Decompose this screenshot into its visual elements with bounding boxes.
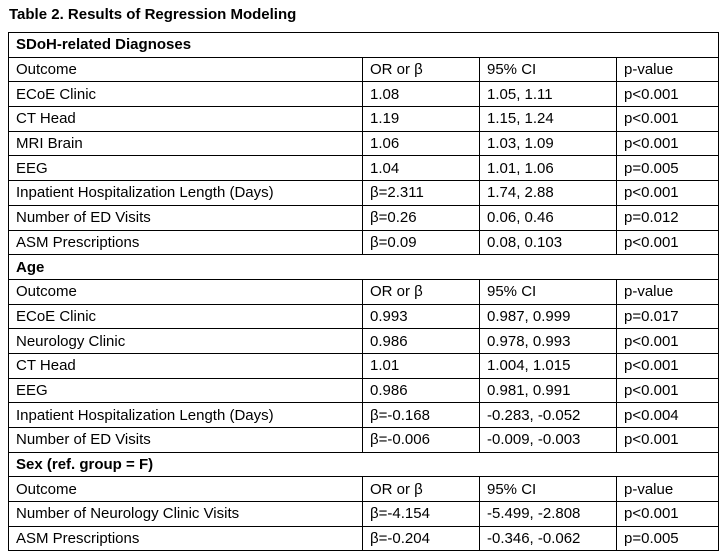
cell: 1.01 xyxy=(362,352,480,379)
cell: Number of Neurology Clinic Visits xyxy=(8,501,363,527)
cell: p<0.001 xyxy=(615,130,720,157)
cell: 0.987, 0.999 xyxy=(479,303,617,330)
data-row: EEG 1.04 1.01, 1.06 p=0.005 xyxy=(8,155,720,182)
cell: β=0.26 xyxy=(362,204,480,231)
cell: p<0.001 xyxy=(615,328,720,354)
data-row: Number of Neurology Clinic Visits β=-4.15… xyxy=(8,501,720,527)
cell: Number of ED Visits xyxy=(8,204,363,231)
cell: 1.01, 1.06 xyxy=(479,155,617,182)
data-row: Number of ED Visits β=0.26 0.06, 0.46 p=0.0… xyxy=(8,204,720,231)
section-heading: Age xyxy=(7,254,720,280)
column-header: OR or β xyxy=(362,278,480,305)
cell: EEG xyxy=(8,155,363,182)
cell: β=-4.154 xyxy=(362,501,480,527)
cell: Inpatient Hospitalization Length (Days) xyxy=(8,180,363,206)
header-row: Outcome OR or β 95% CI p-value xyxy=(8,476,720,503)
cell: 0.08, 0.103 xyxy=(479,229,617,256)
cell: p<0.001 xyxy=(615,427,720,453)
cell: 0.981, 0.991 xyxy=(479,377,617,404)
cell: MRI Brain xyxy=(8,130,363,157)
column-header: 95% CI xyxy=(479,56,617,83)
cell: 0.978, 0.993 xyxy=(479,328,617,354)
data-row: ECoE Clinic 0.993 0.987, 0.999 p=0.017 xyxy=(8,303,720,330)
cell: p<0.004 xyxy=(615,402,720,428)
data-row: Neurology Clinic 0.986 0.978, 0.993 p<0.001 xyxy=(8,328,720,354)
column-header: 95% CI xyxy=(479,278,617,305)
cell: β=2.311 xyxy=(362,180,480,206)
cell: 1.15, 1.24 xyxy=(479,106,617,132)
data-row: ECoE Clinic 1.08 1.05, 1.11 p<0.001 xyxy=(8,81,720,108)
cell: ECoE Clinic xyxy=(8,303,363,330)
cell: -5.499, -2.808 xyxy=(479,501,617,527)
data-row: ASM Prescriptions β=0.09 0.08, 0.103 p<0.00… xyxy=(8,229,720,256)
cell: β=-0.168 xyxy=(362,402,480,428)
cell: p<0.001 xyxy=(615,81,720,108)
cell: β=-0.204 xyxy=(362,525,480,552)
data-row: CT Head 1.01 1.004, 1.015 p<0.001 xyxy=(8,352,720,379)
cell: 1.06 xyxy=(362,130,480,157)
cell: 1.08 xyxy=(362,81,480,108)
cell: p=0.017 xyxy=(615,303,720,330)
column-header: OR or β xyxy=(362,476,480,503)
data-row: Number of ED Visits β=-0.006 -0.009, -0.00… xyxy=(8,427,720,453)
cell: p=0.012 xyxy=(615,204,720,231)
section-heading: SDoH-related Diagnoses xyxy=(7,32,720,58)
cell: CT Head xyxy=(8,352,363,379)
data-row: Inpatient Hospitalization Length (Days) β… xyxy=(8,180,720,206)
cell: -0.283, -0.052 xyxy=(479,402,617,428)
cell: Number of ED Visits xyxy=(8,427,363,453)
data-row: MRI Brain 1.06 1.03, 1.09 p<0.001 xyxy=(8,130,720,157)
cell: -0.346, -0.062 xyxy=(479,525,617,552)
cell: -0.009, -0.003 xyxy=(479,427,617,453)
cell: β=-0.006 xyxy=(362,427,480,453)
cell: p<0.001 xyxy=(615,229,720,256)
cell: ECoE Clinic xyxy=(8,81,363,108)
cell: 0.06, 0.46 xyxy=(479,204,617,231)
results-table: SDoH-related Diagnoses Outcome OR or β 95% … xyxy=(7,32,720,552)
cell: 1.04 xyxy=(362,155,480,182)
cell: ASM Prescriptions xyxy=(8,229,363,256)
cell: p<0.001 xyxy=(615,352,720,379)
cell: 1.004, 1.015 xyxy=(479,352,617,379)
column-header: Outcome xyxy=(8,278,363,305)
section-row: Age xyxy=(7,254,720,280)
data-row: EEG 0.986 0.981, 0.991 p<0.001 xyxy=(8,377,720,404)
column-header: OR or β xyxy=(362,56,480,83)
cell: p<0.001 xyxy=(615,377,720,404)
cell: p<0.001 xyxy=(615,106,720,132)
column-header: p-value xyxy=(615,56,720,83)
section-row: Sex (ref. group = F) xyxy=(7,451,720,478)
cell: p<0.001 xyxy=(615,501,720,527)
cell: 0.986 xyxy=(362,328,480,354)
cell: Neurology Clinic xyxy=(8,328,363,354)
cell: p=0.005 xyxy=(615,525,720,552)
column-header: Outcome xyxy=(8,56,363,83)
cell: Inpatient Hospitalization Length (Days) xyxy=(8,402,363,428)
column-header: p-value xyxy=(615,476,720,503)
cell: CT Head xyxy=(8,106,363,132)
cell: EEG xyxy=(8,377,363,404)
cell: 0.986 xyxy=(362,377,480,404)
cell: 1.05, 1.11 xyxy=(479,81,617,108)
section-row: SDoH-related Diagnoses xyxy=(7,32,720,58)
cell: 0.993 xyxy=(362,303,480,330)
header-row: Outcome OR or β 95% CI p-value xyxy=(8,56,720,83)
data-row: ASM Prescriptions β=-0.204 -0.346, -0.062 p… xyxy=(8,525,720,552)
cell: 1.03, 1.09 xyxy=(479,130,617,157)
data-row: CT Head 1.19 1.15, 1.24 p<0.001 xyxy=(8,106,720,132)
section-heading: Sex (ref. group = F) xyxy=(7,451,720,478)
column-header: Outcome xyxy=(8,476,363,503)
header-row: Outcome OR or β 95% CI p-value xyxy=(8,278,720,305)
cell: p=0.005 xyxy=(615,155,720,182)
data-row: Inpatient Hospitalization Length (Days) β… xyxy=(8,402,720,428)
cell: β=0.09 xyxy=(362,229,480,256)
cell: ASM Prescriptions xyxy=(8,525,363,552)
column-header: 95% CI xyxy=(479,476,617,503)
cell: 1.74, 2.88 xyxy=(479,180,617,206)
cell: 1.19 xyxy=(362,106,480,132)
cell: p<0.001 xyxy=(615,180,720,206)
table-title: Table 2. Results of Regression Modeling xyxy=(9,6,297,23)
column-header: p-value xyxy=(615,278,720,305)
